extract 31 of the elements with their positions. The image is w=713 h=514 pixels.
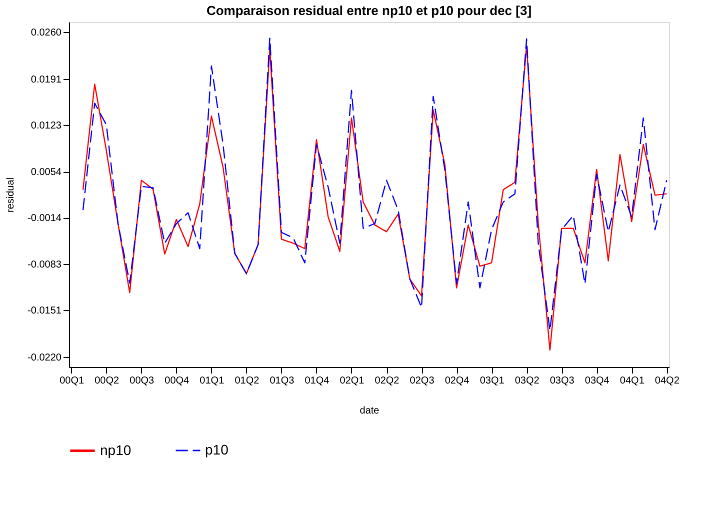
- x-tick-label: 03Q2: [514, 376, 540, 386]
- y-tick-label: -0.0220: [28, 352, 62, 364]
- y-axis-title: residual: [6, 177, 17, 213]
- x-tick-label: 02Q3: [410, 376, 435, 386]
- y-tick-label: 0.0191: [30, 74, 62, 86]
- chart-title: Comparaison residual entre np10 et p10 pour dec [3]: [206, 3, 532, 18]
- legend-label: p10: [205, 442, 229, 458]
- legend-label: np10: [100, 442, 132, 458]
- x-tick-label: 03Q4: [584, 376, 610, 386]
- y-tick-label: 0.0123: [30, 120, 62, 132]
- y-tick-label: 0.0260: [30, 28, 62, 39]
- x-tick-label: 01Q2: [234, 376, 260, 386]
- y-tick-label: 0.0054: [30, 167, 62, 178]
- x-tick-label: 00Q1: [60, 376, 84, 386]
- y-tick-label: -0.0151: [28, 306, 62, 317]
- x-tick-label: 01Q1: [200, 376, 225, 386]
- x-axis-title: date: [360, 406, 380, 416]
- x-tick-label: 02Q4: [444, 376, 470, 386]
- x-tick-label: 00Q4: [164, 376, 190, 386]
- x-tick-label: 03Q1: [480, 376, 505, 386]
- x-tick-label: 00Q2: [94, 376, 120, 386]
- y-tick-label: -0.0014: [28, 213, 62, 224]
- x-tick-label: 04Q2: [654, 376, 680, 386]
- x-tick-label: 02Q2: [374, 376, 400, 386]
- y-tick-label: -0.0083: [28, 260, 62, 271]
- x-tick-label: 03Q3: [550, 376, 575, 386]
- x-tick-label: 02Q1: [340, 376, 365, 386]
- x-tick-label: 01Q4: [304, 376, 330, 386]
- x-tick-label: 04Q1: [620, 376, 645, 386]
- x-tick-label: 00Q3: [130, 376, 155, 386]
- x-tick-label: 01Q3: [270, 376, 295, 386]
